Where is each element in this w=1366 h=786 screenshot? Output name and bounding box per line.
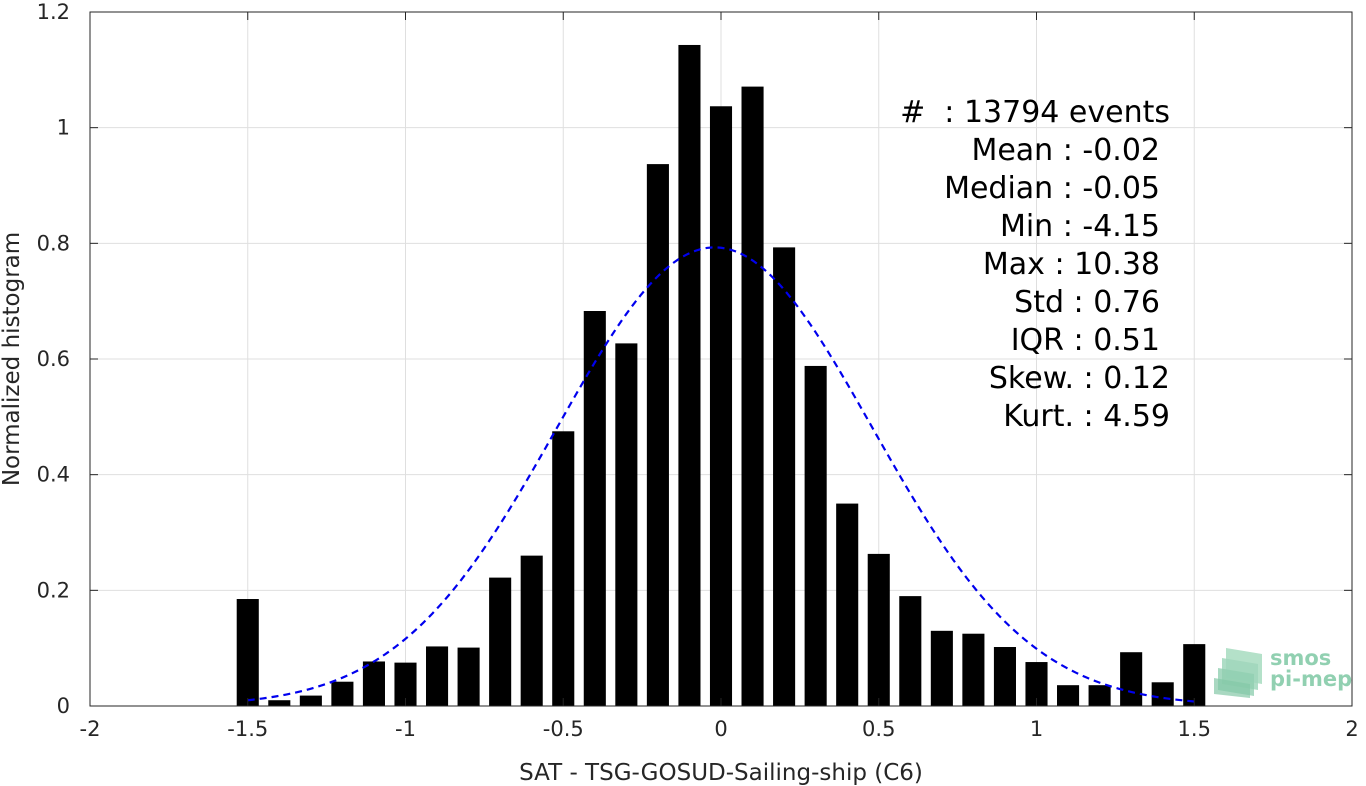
x-tick-label: -1 <box>395 717 416 741</box>
y-tick-label: 1.2 <box>37 0 70 24</box>
histogram-bar <box>1120 652 1143 706</box>
smos-pi-mep-logo: smos pi-mep <box>1214 646 1352 698</box>
histogram-bar <box>1025 662 1048 706</box>
x-axis-label: SAT - TSG-GOSUD-Sailing-ship (C6) <box>519 760 923 786</box>
histogram-bar <box>993 647 1016 706</box>
y-tick-label: 0 <box>57 694 70 718</box>
y-tick-label: 1 <box>57 116 70 140</box>
histogram-bar <box>615 343 638 706</box>
histogram-bar <box>362 661 385 706</box>
histogram-bar <box>520 555 543 706</box>
histogram-bar <box>741 86 764 707</box>
x-tick-labels: -2 -1.5 -1 -0.5 0 0.5 1 1.5 2 <box>80 717 1359 741</box>
y-tick-labels: 0 0.2 0.4 0.6 0.8 1 1.2 <box>37 0 70 718</box>
y-tick-label: 0.6 <box>37 347 70 371</box>
histogram-bar <box>836 503 859 706</box>
stats-annotation: # : 13794 events Mean : -0.02 Median : -… <box>900 95 1170 434</box>
y-tick-label: 0.4 <box>37 463 70 487</box>
histogram-bar <box>331 681 354 706</box>
x-tick-label: 0 <box>714 717 727 741</box>
stat-min: Min : -4.15 <box>1000 209 1160 244</box>
stat-mean: Mean : -0.02 <box>971 133 1160 168</box>
histogram-bar <box>457 647 480 706</box>
histogram-bar <box>552 431 575 706</box>
x-tick-label: 1 <box>1030 717 1043 741</box>
histogram-bar <box>426 646 449 706</box>
y-axis-label: Normalized histogram <box>0 232 25 486</box>
histogram-bar <box>1151 682 1174 706</box>
histogram-bar <box>646 164 669 706</box>
histogram-bar <box>1088 685 1111 706</box>
histogram-bar <box>236 599 259 706</box>
histogram-bar <box>1057 685 1080 706</box>
stat-events: # : 13794 events <box>900 95 1170 130</box>
x-tick-label: 2 <box>1345 717 1358 741</box>
x-tick-label: -1.5 <box>227 717 268 741</box>
histogram-bar <box>489 577 512 706</box>
histogram-bar <box>867 553 890 706</box>
y-tick-label: 0.2 <box>37 578 70 602</box>
y-tick-label: 0.8 <box>37 231 70 255</box>
histogram-bar <box>1183 644 1206 706</box>
histogram-bar <box>899 596 922 706</box>
stat-max: Max : 10.38 <box>983 247 1160 282</box>
bars <box>236 44 1206 707</box>
logo-mark-icon <box>1214 648 1262 698</box>
logo-text-smos: smos <box>1270 646 1331 670</box>
histogram-bar <box>930 630 953 706</box>
histogram-bar <box>678 44 701 706</box>
axes-frame <box>89 11 1353 707</box>
stat-iqr: IQR : 0.51 <box>1011 323 1160 358</box>
histogram-bar <box>773 247 796 707</box>
stat-std: Std : 0.76 <box>1014 285 1160 320</box>
stat-skew: Skew. : 0.12 <box>989 361 1170 396</box>
x-tick-label: -0.5 <box>543 717 584 741</box>
x-tick-label: 0.5 <box>862 717 895 741</box>
histogram-bar <box>709 106 733 707</box>
x-tick-label: -2 <box>80 717 101 741</box>
stat-median: Median : -0.05 <box>944 171 1160 206</box>
histogram-bar <box>394 662 417 706</box>
histogram-bar <box>583 310 606 706</box>
histogram-bar <box>299 695 322 706</box>
stat-kurt: Kurt. : 4.59 <box>1003 399 1170 434</box>
gaussian-fit-curve <box>247 246 1195 703</box>
histogram-bar <box>804 365 827 706</box>
x-tick-label: 1.5 <box>1178 717 1211 741</box>
histogram-bar <box>962 633 985 706</box>
logo-text-pimep: pi-mep <box>1270 667 1352 691</box>
histogram-bar <box>268 700 291 706</box>
